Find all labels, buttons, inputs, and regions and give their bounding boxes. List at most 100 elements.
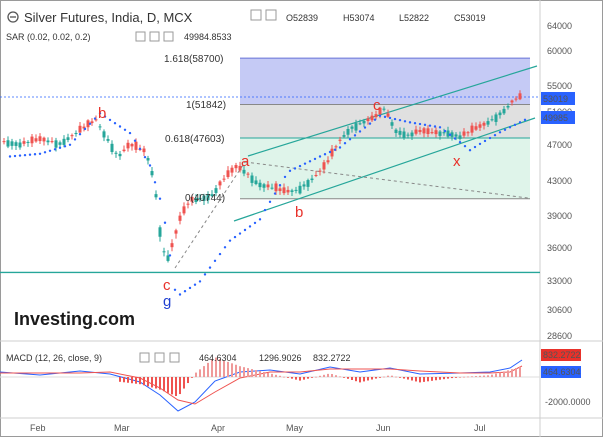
macd-histogram-bar <box>375 377 377 379</box>
sar-dot <box>398 118 402 122</box>
sar-dot <box>423 123 427 127</box>
macd-histogram-bar <box>207 362 209 377</box>
macd-histogram-bar <box>335 375 337 377</box>
macd-histogram-bar <box>307 377 309 379</box>
sar-dot <box>228 239 232 242</box>
sar-dot <box>268 200 272 204</box>
macd-histogram-bar <box>135 377 137 384</box>
sar-dot <box>188 286 192 290</box>
header-tool-icons[interactable] <box>250 9 277 21</box>
macd-histogram-bar <box>407 377 409 380</box>
sar-dot <box>303 162 307 165</box>
sar-dot <box>73 138 77 141</box>
sar-dot <box>498 131 502 134</box>
collapse-icon[interactable] <box>7 11 19 23</box>
candle-body <box>506 105 510 108</box>
chart-title: Silver Futures, India, D, MCX <box>24 10 193 25</box>
sar-eye-icon[interactable] <box>135 31 146 42</box>
macd-remove-icon[interactable] <box>169 352 180 363</box>
sar-dot <box>108 118 112 122</box>
candle-body <box>6 140 10 147</box>
candle-body <box>434 130 438 135</box>
macd-value-1: 464.6304 <box>199 353 237 363</box>
candle-body <box>166 255 170 261</box>
macd-histogram-bar <box>447 377 449 379</box>
sar-dot <box>63 145 67 148</box>
candle-body <box>58 142 62 145</box>
sar-dot <box>198 280 202 283</box>
sar-dot <box>453 137 457 140</box>
macd-histogram-bar <box>171 377 173 395</box>
sar-dot <box>263 208 267 212</box>
candle-body <box>78 125 82 133</box>
macd-histogram-bar <box>159 377 161 390</box>
candle-body <box>290 190 294 192</box>
macd-settings-icon[interactable] <box>154 352 165 363</box>
macd-histogram-bar <box>487 375 489 377</box>
sar-dot <box>378 114 382 117</box>
candle-body <box>334 146 338 148</box>
candle-body <box>206 194 210 201</box>
sar-dot <box>118 125 122 128</box>
sar-dot <box>98 112 102 115</box>
sar-dot <box>388 116 392 120</box>
sar-dot <box>53 148 57 151</box>
macd-histogram-bar <box>351 377 353 380</box>
candle-body <box>110 143 114 152</box>
sar-dot <box>368 122 372 125</box>
sar-dot <box>23 153 27 157</box>
macd-histogram-bar <box>279 375 281 377</box>
sar-dot <box>363 126 367 129</box>
macd-eye-icon[interactable] <box>139 352 150 363</box>
candle-body <box>14 142 18 146</box>
price-badge-sar: 49985 <box>543 113 568 123</box>
candle-body <box>202 195 206 201</box>
macd-histogram-bar <box>179 377 181 395</box>
fib-label-0: 0(40744) <box>185 193 225 204</box>
macd-histogram-bar <box>303 377 305 380</box>
channel-upper <box>247 65 538 157</box>
candle-body <box>370 115 374 121</box>
macd-histogram-bar <box>367 377 369 381</box>
macd-histogram-bar <box>383 376 385 378</box>
sar-dot <box>478 142 482 146</box>
candle-body <box>66 137 70 140</box>
macd-histogram-bar <box>191 377 193 378</box>
macd-histogram-bar <box>155 377 157 389</box>
candle-body <box>490 119 494 121</box>
macd-histogram-bar <box>175 377 177 396</box>
eye-icon[interactable] <box>250 9 262 21</box>
macd-histogram-bar <box>519 366 521 377</box>
macd-pane <box>0 357 540 412</box>
sar-remove-icon[interactable] <box>163 31 174 42</box>
candle-body <box>486 121 490 125</box>
sar-settings-icon[interactable] <box>149 31 160 42</box>
sar-dot <box>83 127 87 131</box>
candle-body <box>402 131 406 139</box>
candle-body <box>158 227 162 237</box>
macd-histogram-bar <box>435 377 437 381</box>
macd-histogram-bar <box>287 377 289 378</box>
macd-histogram-bar <box>475 376 477 377</box>
sar-dots <box>8 112 527 296</box>
macd-histogram-bar <box>455 377 457 378</box>
sar-dot <box>293 167 297 170</box>
macd-histogram-bar <box>187 377 189 384</box>
candle-body <box>326 160 330 163</box>
wave-label-c-high: c <box>373 97 381 114</box>
wave-label-x: x <box>453 153 461 170</box>
candle-body <box>430 132 434 134</box>
settings-icon[interactable] <box>265 9 277 21</box>
sar-dot <box>343 142 347 145</box>
sar-dot <box>313 157 317 161</box>
macd-value-3: 832.2722 <box>313 353 351 363</box>
macd-histogram-bar <box>239 366 241 377</box>
candle-body <box>242 169 246 174</box>
candle-body <box>474 126 478 130</box>
sar-dot <box>238 232 242 235</box>
sar-dot <box>308 160 312 163</box>
candle-body <box>438 131 442 136</box>
ohlc-high: H53074 <box>343 13 375 23</box>
candle-body <box>30 136 34 144</box>
